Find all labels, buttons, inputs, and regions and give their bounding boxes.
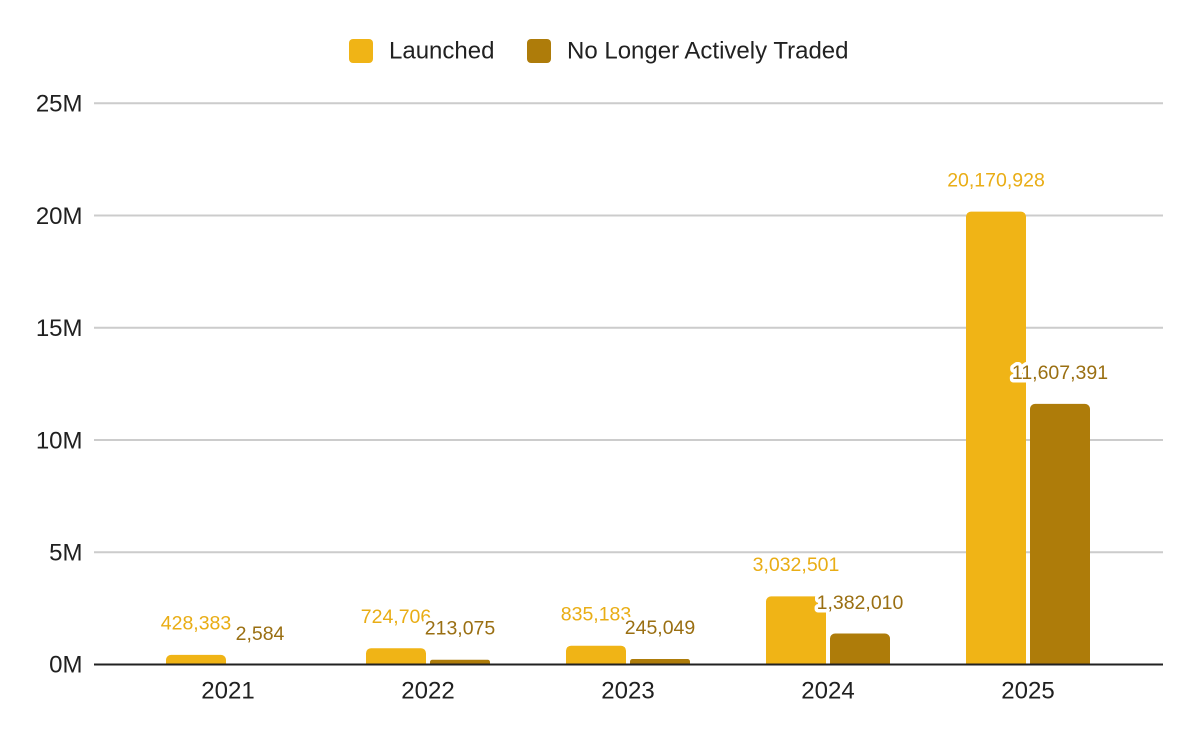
svg-text:428,383: 428,383: [161, 612, 232, 634]
svg-text:2022: 2022: [401, 678, 454, 705]
svg-text:20,170,928: 20,170,928: [947, 169, 1045, 191]
svg-text:2021: 2021: [201, 678, 254, 705]
svg-text:No Longer Actively Traded: No Longer Actively Traded: [567, 38, 849, 65]
svg-text:Launched: Launched: [389, 38, 494, 65]
svg-text:245,049: 245,049: [625, 617, 696, 639]
svg-text:2024: 2024: [801, 678, 854, 705]
svg-text:11,607,391: 11,607,391: [1012, 362, 1108, 384]
svg-text:2,584: 2,584: [236, 623, 285, 645]
svg-text:20M: 20M: [36, 203, 83, 230]
svg-text:3,032,501: 3,032,501: [753, 554, 840, 576]
svg-text:0M: 0M: [49, 652, 82, 679]
svg-text:15M: 15M: [36, 315, 83, 342]
svg-text:724,706: 724,706: [361, 606, 432, 628]
svg-text:25M: 25M: [36, 91, 83, 118]
svg-text:10M: 10M: [36, 428, 83, 455]
svg-text:213,075: 213,075: [425, 618, 496, 640]
svg-text:2023: 2023: [601, 678, 654, 705]
svg-text:1,382,010: 1,382,010: [817, 592, 904, 614]
svg-text:835,183: 835,183: [561, 604, 632, 626]
svg-text:5M: 5M: [49, 540, 82, 567]
svg-text:2025: 2025: [1001, 678, 1054, 705]
